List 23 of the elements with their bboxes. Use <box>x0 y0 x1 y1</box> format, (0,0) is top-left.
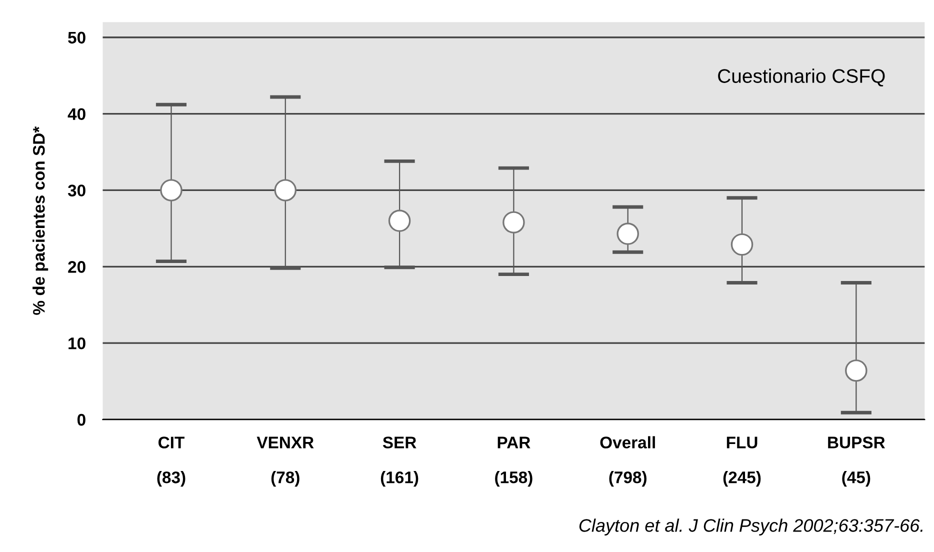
category-label: VENXR (78) <box>256 436 314 487</box>
point <box>502 211 525 234</box>
text: Clayton et al. J Clin Psych 2002;63:357-66. <box>579 518 922 536</box>
category-label: CIT (83) <box>157 436 186 487</box>
annotation: Cuestionario CSFQ <box>718 68 885 86</box>
point <box>160 179 182 202</box>
category-label: BUPSR (45) <box>828 436 885 487</box>
category-label: SER (161) <box>380 436 418 487</box>
point <box>845 359 868 382</box>
point <box>730 233 754 256</box>
y-tick-label: 0 <box>77 414 86 426</box>
y-tick-label: 20 <box>68 261 86 273</box>
category-label: FLU (245) <box>723 436 761 487</box>
y-tick-label: 30 <box>68 184 86 196</box>
point <box>616 222 639 245</box>
y-tick-label: 40 <box>68 108 86 120</box>
y-tick-label: 50 <box>68 32 86 44</box>
point <box>274 179 297 202</box>
category-label: PAR (158) <box>495 436 532 487</box>
point <box>388 210 411 232</box>
y-tick-label: 10 <box>68 337 86 350</box>
category-label: Overall (798) <box>600 436 655 487</box>
y-axis-title: % de pacientes con SD* <box>32 126 48 315</box>
